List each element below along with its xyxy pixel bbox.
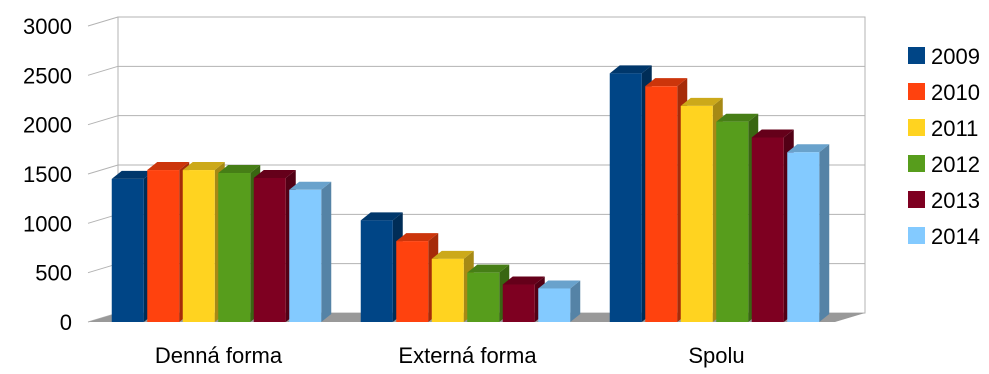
legend-label: 2013	[931, 188, 980, 213]
gridline-side	[87, 115, 119, 126]
bar-top	[645, 78, 688, 87]
bar-front	[502, 284, 535, 322]
bar-top	[396, 233, 439, 242]
legend-item-2009: 2009	[908, 44, 980, 69]
bar-front	[538, 288, 571, 322]
bar-side	[819, 144, 830, 322]
bar-2014-2	[787, 144, 830, 322]
bar-top	[787, 144, 830, 153]
bar-front	[467, 272, 500, 322]
legend-item-2014: 2014	[908, 224, 980, 249]
y-tick-label: 1000	[23, 211, 72, 236]
y-tick-label: 2000	[23, 113, 72, 138]
bar-2011-1	[431, 250, 474, 322]
legend-label: 2014	[931, 224, 980, 249]
bar-front	[716, 121, 749, 322]
legend-label: 2009	[931, 44, 980, 69]
bar-top	[182, 162, 225, 171]
y-tick-label: 3000	[23, 14, 72, 39]
bar-top	[467, 264, 510, 273]
bar-top	[502, 276, 545, 285]
legend-swatch	[908, 191, 925, 208]
bar-side	[321, 181, 332, 322]
bar-side	[570, 280, 581, 322]
axis-layer: 0 500 1000 1500 2000 2500 3000 Denná forma Exter…	[23, 14, 745, 368]
legend-swatch	[908, 47, 925, 64]
bar-top	[111, 170, 154, 179]
bar-2014-1	[538, 280, 581, 322]
bars-layer	[111, 65, 830, 323]
x-category-label: Denná forma	[155, 343, 283, 368]
y-tick-label: 0	[60, 310, 72, 335]
legend-item-2011: 2011	[908, 116, 978, 141]
bar-front	[182, 170, 215, 322]
x-category-label: Externá forma	[398, 343, 537, 368]
legend-item-2010: 2010	[908, 80, 980, 105]
bar-top	[147, 162, 190, 171]
legend-swatch	[908, 119, 925, 136]
bar-front	[431, 258, 464, 322]
bar-front	[609, 73, 642, 322]
bar-top	[218, 165, 261, 174]
bar-top	[431, 250, 474, 259]
bar-front	[787, 152, 820, 322]
bar-top	[538, 280, 581, 289]
bar-2012-1	[467, 264, 510, 322]
legend-item-2013: 2013	[908, 188, 980, 213]
bar-front	[147, 170, 180, 322]
bar-2014-0	[289, 181, 332, 322]
legend-swatch	[908, 83, 925, 100]
bar-top	[680, 97, 723, 106]
bar-2010-1	[396, 233, 439, 322]
bar-front	[680, 105, 713, 322]
legend-swatch	[908, 227, 925, 244]
bar-top	[360, 212, 403, 221]
x-category-label: Spolu	[688, 343, 744, 368]
legend-item-2012: 2012	[908, 152, 980, 177]
y-tick-label: 1500	[23, 162, 72, 187]
bar-front	[360, 220, 393, 322]
gridline-side	[87, 65, 119, 76]
gridline-side	[87, 164, 119, 175]
bar-top	[289, 181, 332, 190]
bar-top	[609, 65, 652, 74]
legend-label: 2012	[931, 152, 980, 177]
bar-front	[396, 241, 429, 322]
bar-front	[289, 189, 322, 322]
bar-front	[218, 173, 251, 322]
bar-front	[253, 177, 286, 322]
bar-2013-1	[502, 276, 545, 322]
legend-swatch	[908, 155, 925, 172]
bar-front	[751, 137, 784, 322]
bar-front	[645, 86, 678, 322]
bar-2013-2	[751, 129, 794, 322]
legend-label: 2011	[931, 116, 978, 141]
gridline-side	[87, 16, 119, 27]
bar-front	[111, 178, 144, 322]
legend-label: 2010	[931, 80, 980, 105]
legend: 2009 2010 2011 2012 2013 2014	[908, 44, 980, 249]
bar-top	[253, 169, 296, 178]
y-tick-label: 2500	[23, 63, 72, 88]
y-tick-label: 500	[35, 261, 72, 286]
bar-top	[751, 129, 794, 138]
bar-top	[716, 113, 759, 122]
